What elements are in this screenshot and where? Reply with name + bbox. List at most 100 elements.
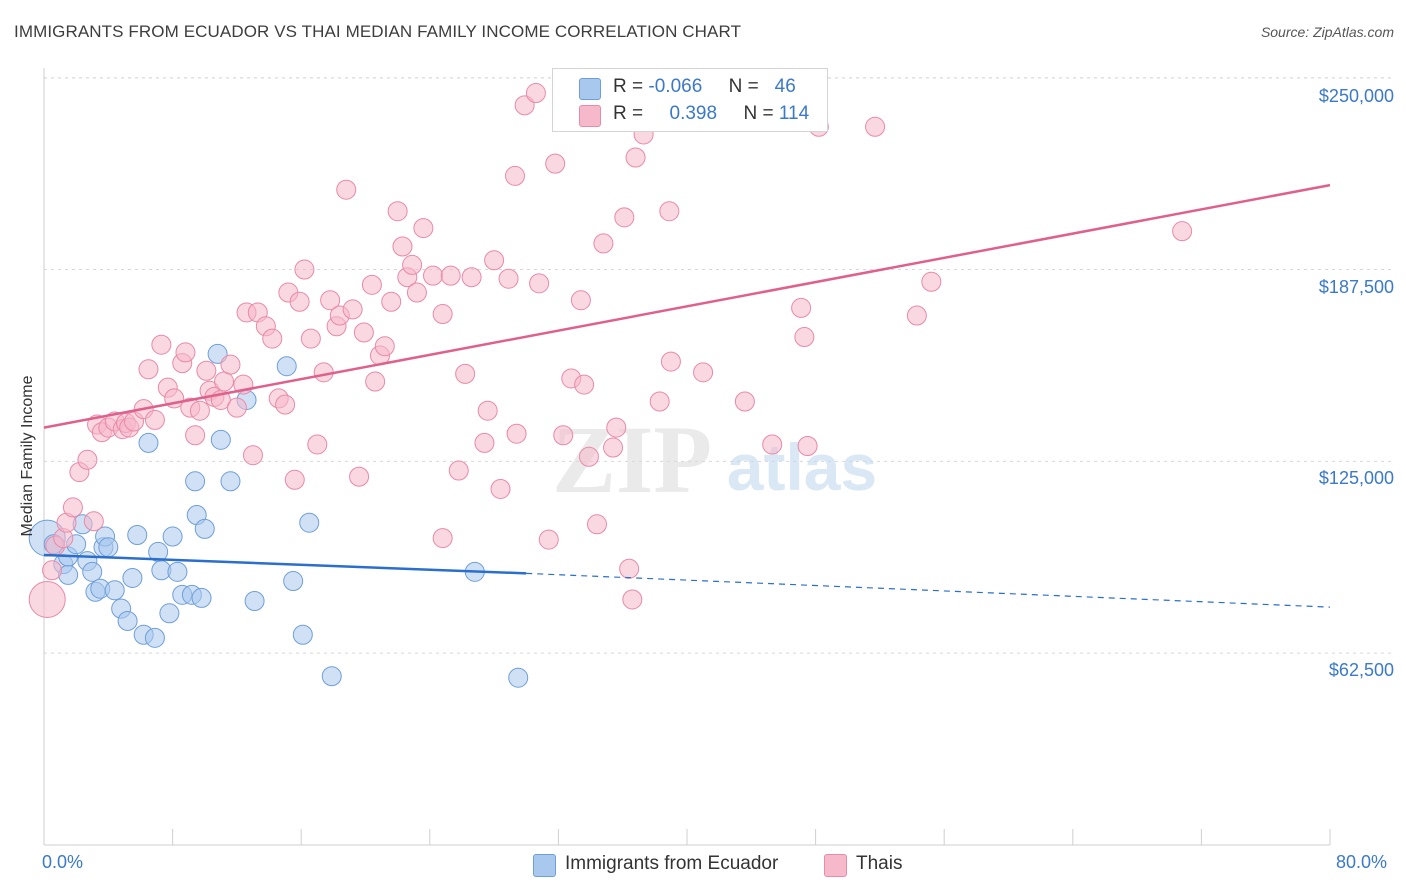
thai-point	[865, 116, 886, 137]
thai-point	[574, 374, 595, 395]
legend-n-label: N =	[728, 76, 759, 97]
thai-point	[619, 558, 640, 579]
ecuador-trend-extension	[526, 572, 1331, 608]
thai-point	[392, 236, 413, 257]
legend: R = -0.066 N = 46 R = 0.398 N = 114	[552, 68, 828, 132]
ecuador-trend-line	[43, 553, 527, 575]
thai-point	[490, 478, 511, 499]
ecuador-point	[207, 343, 228, 364]
legend-text-thais: R = 0.398 N = 114	[613, 103, 809, 125]
thai-point	[262, 328, 283, 349]
y-tick-label: $187,500	[1318, 277, 1394, 297]
thai-point	[300, 328, 321, 349]
thai-point	[498, 268, 519, 289]
thai-point	[525, 83, 546, 104]
legend-n-value: 46	[774, 76, 796, 97]
legend-r-label: R =	[613, 103, 644, 124]
trend-lines	[43, 183, 1331, 608]
thai-point	[28, 580, 66, 618]
thai-point	[625, 147, 646, 168]
thai-point	[794, 327, 815, 348]
thai-point	[529, 273, 550, 294]
thai-point	[196, 360, 217, 381]
thai-point	[477, 400, 498, 421]
ecuador-point	[292, 624, 313, 645]
ecuador-point	[104, 580, 125, 601]
thai-point	[762, 434, 783, 455]
y-tick-label: $125,000	[1318, 468, 1394, 488]
gridlines	[44, 77, 1395, 654]
ecuador-point	[210, 429, 231, 450]
y-tick-label: $250,000	[1318, 86, 1394, 106]
thai-point	[461, 267, 482, 288]
ecuador-point	[276, 356, 297, 377]
thai-point	[440, 265, 461, 286]
ecuador-point	[159, 603, 180, 624]
thai-point	[659, 201, 680, 222]
ecuador-point	[508, 667, 529, 688]
thai-point	[214, 371, 235, 392]
ecuador-point	[162, 526, 183, 547]
thai-point	[649, 391, 670, 412]
x-tick-label: 80.0%	[1336, 852, 1388, 872]
legend-swatch-ecuador	[579, 78, 601, 100]
thai-point	[294, 259, 315, 280]
thai-point	[336, 179, 357, 200]
thai-point	[175, 342, 196, 363]
legend-r-label: R =	[613, 76, 644, 97]
thai-trend-line	[43, 183, 1331, 429]
series-legend: Immigrants from Ecuador Thais	[0, 852, 1406, 878]
thai-point	[42, 560, 63, 581]
series-legend-label-thais: Thais	[856, 853, 903, 874]
thai-point	[402, 254, 423, 275]
thai-point	[374, 336, 395, 357]
ecuador-point	[244, 590, 265, 611]
chart-source: Source: ZipAtlas.com	[1260, 24, 1394, 40]
thai-point	[365, 371, 386, 392]
thai-point	[506, 423, 527, 444]
thai-point	[138, 359, 159, 380]
thai-point	[151, 334, 172, 355]
thai-point	[220, 354, 241, 375]
watermark: ZIP atlas	[552, 406, 877, 513]
thai-point	[791, 297, 812, 318]
thai-point	[921, 271, 942, 292]
thai-point	[289, 291, 310, 312]
ecuador-point	[194, 518, 215, 539]
thai-point	[504, 165, 525, 186]
y-axis-label: Median Family Income	[19, 375, 36, 537]
chart-title: IMMIGRANTS FROM ECUADOR VS THAI MEDIAN F…	[14, 22, 742, 41]
thai-point	[381, 291, 402, 312]
thai-point	[353, 322, 374, 343]
thai-point	[586, 514, 607, 535]
thai-point	[614, 207, 635, 228]
thai-point	[62, 497, 83, 518]
thai-point	[606, 417, 627, 438]
thai-point	[77, 449, 98, 470]
thai-point	[406, 282, 427, 303]
legend-n-value: 114	[778, 103, 810, 124]
ecuador-point	[167, 561, 188, 582]
ecuador-point	[321, 666, 342, 687]
thai-point	[342, 299, 363, 320]
ecuador-point	[299, 512, 320, 533]
ecuador-point	[82, 561, 103, 582]
ecuador-point	[127, 525, 148, 546]
thai-point	[693, 362, 714, 383]
thai-point	[474, 432, 495, 453]
thai-point	[275, 394, 296, 415]
thai-point	[797, 436, 818, 456]
thai-point	[361, 274, 382, 295]
series-legend-swatch-thais	[824, 854, 847, 877]
thai-point	[185, 425, 206, 446]
thai-point	[545, 153, 566, 174]
thai-point	[226, 397, 247, 418]
thai-point	[423, 265, 444, 286]
thai-point	[83, 511, 104, 532]
thai-point	[387, 201, 408, 222]
watermark-zip: ZIP	[552, 406, 712, 513]
thai-point	[593, 233, 614, 254]
thai-point	[320, 290, 341, 311]
legend-n-label: N =	[743, 103, 774, 124]
